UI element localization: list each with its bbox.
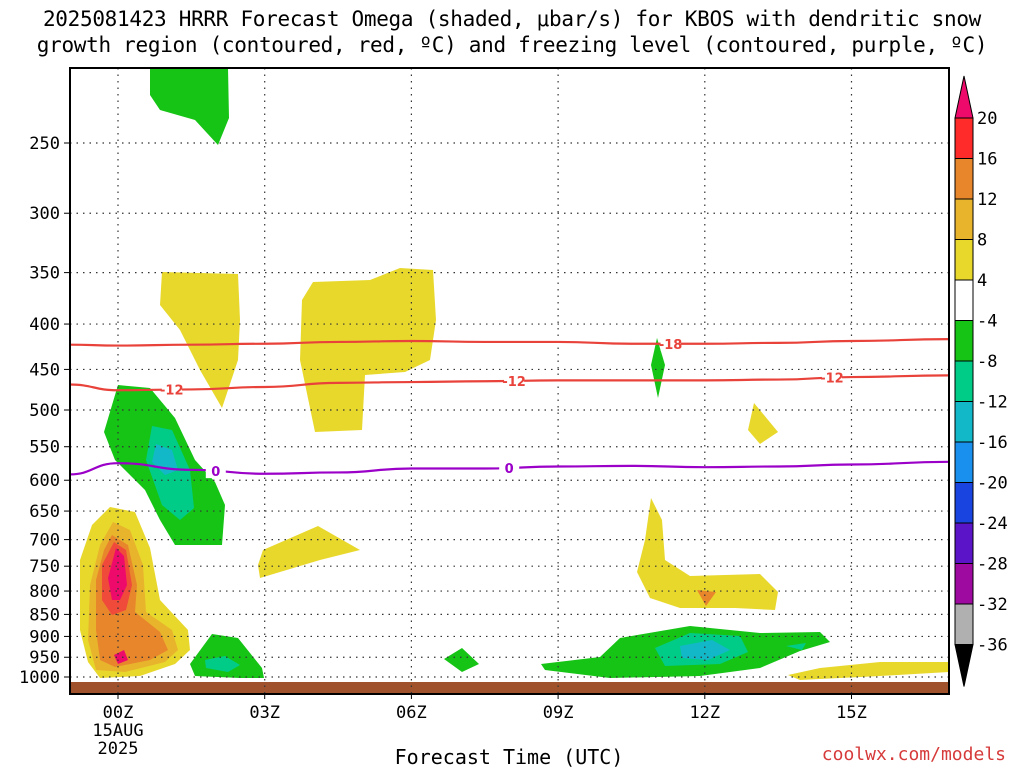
- y-tick-label: 950: [29, 648, 60, 668]
- colorbar: 20 16 12 8 4 -4 -8 -12 -16 -20 -24 -28 -32 -36: [954, 75, 1008, 687]
- omega-region-pink-low: [108, 548, 127, 600]
- omega-region-green-07z: [444, 648, 479, 672]
- contour-label-bg: [660, 336, 681, 351]
- colorbar-band: [954, 482, 974, 524]
- omega-region-yellow-400-left: [160, 272, 240, 408]
- x-axis-title: Forecast Time (UTC): [395, 745, 624, 768]
- colorbar-arrow-top: [954, 75, 974, 119]
- colorbar-label: 16: [977, 150, 997, 170]
- colorbar-band: [954, 198, 974, 240]
- contour-label: 0: [505, 462, 514, 477]
- colorbar-label: 20: [977, 109, 997, 129]
- contour-label: -12: [820, 372, 844, 387]
- omega-region-yellow-13z: [748, 403, 778, 444]
- chart-title: 2025081423 HRRR Forecast Omega (shaded, …: [0, 6, 1024, 58]
- omega-region-teal-950: [205, 656, 240, 672]
- omega-region-yellow-400-mid: [300, 268, 436, 432]
- omega-region-yellow-sfc-right: [788, 662, 949, 680]
- omega-region-cyan-right: [680, 640, 730, 660]
- contour-label-bg: [499, 460, 520, 475]
- x-tick-label: 09Z: [543, 703, 574, 723]
- y-axis: 2503003504004505005506006507007508008509…: [19, 134, 70, 688]
- chart-title-line2: growth region (contoured, red, ºC) and f…: [36, 33, 988, 57]
- x-date-label: 2025: [98, 739, 139, 759]
- colorbar-band: [954, 360, 974, 402]
- colorbar-label: -8: [977, 352, 997, 372]
- colorbar-band: [954, 320, 974, 362]
- colorbar-band: [954, 441, 974, 483]
- colorbar-label: 8: [977, 231, 987, 251]
- colorbar-band: [954, 279, 974, 321]
- omega-region-green-11z: [651, 338, 665, 398]
- chart-title-line1: 2025081423 HRRR Forecast Omega (shaded, …: [42, 7, 982, 31]
- x-tick-label: 00Z: [103, 703, 134, 723]
- colorbar-band: [954, 239, 974, 281]
- site-credit: coolwx.com/models: [821, 744, 1006, 765]
- x-tick-label: 12Z: [689, 703, 720, 723]
- omega-region-teal-small-right: [786, 643, 806, 650]
- contour-label-bg: [504, 373, 525, 388]
- y-tick-label: 900: [29, 627, 60, 647]
- y-tick-label: 400: [29, 315, 60, 335]
- colorbar-band: [954, 522, 974, 564]
- contour-label: -12: [502, 375, 526, 390]
- surface-band: [70, 682, 949, 694]
- y-tick-label: 700: [29, 531, 60, 551]
- contour-line: [70, 374, 949, 392]
- contour-label-bg: [205, 464, 226, 479]
- omega-region-yellow-12z: [637, 498, 778, 610]
- colorbar-label: -12: [977, 393, 1008, 413]
- y-tick-label: 750: [29, 557, 60, 577]
- y-tick-label: 1000: [19, 668, 60, 688]
- colorbar-band: [954, 401, 974, 443]
- y-tick-label: 600: [29, 471, 60, 491]
- colorbar-label: -20: [977, 474, 1008, 494]
- x-tick-label: 03Z: [249, 703, 280, 723]
- omega-region-upper-green: [150, 68, 229, 145]
- colorbar-label: 4: [977, 271, 987, 291]
- colorbar-band: [954, 563, 974, 605]
- x-tick-label: 06Z: [396, 703, 427, 723]
- colorbar-band: [954, 158, 974, 200]
- y-tick-label: 850: [29, 605, 60, 625]
- y-tick-label: 650: [29, 502, 60, 522]
- contour-line: [70, 460, 949, 476]
- plot-frame: [69, 67, 950, 695]
- y-tick-label: 800: [29, 582, 60, 602]
- colorbar-label: -32: [977, 595, 1008, 615]
- contour-label: -12: [160, 384, 184, 399]
- x-date-label: 15AUG: [92, 721, 143, 741]
- colorbar-label: -36: [977, 636, 1008, 656]
- y-tick-label: 250: [29, 134, 60, 154]
- y-tick-label: 500: [29, 401, 60, 421]
- contour-label: 0: [211, 465, 220, 480]
- omega-region-orange-12z: [697, 590, 716, 606]
- colorbar-label: -16: [977, 433, 1008, 453]
- contour-label: -18: [659, 338, 683, 353]
- omega-region-yellow-750: [258, 526, 360, 578]
- colorbar-arrow-bottom: [954, 644, 974, 687]
- contour-label-bg: [161, 382, 182, 397]
- colorbar-band: [954, 603, 974, 645]
- y-tick-label: 350: [29, 264, 60, 284]
- y-tick-label: 550: [29, 438, 60, 458]
- colorbar-label: -24: [977, 514, 1008, 534]
- colorbar-label: 12: [977, 190, 997, 210]
- contour-label-bg: [821, 370, 842, 385]
- colorbar-label: -28: [977, 555, 1008, 575]
- omega-shading: [80, 68, 949, 680]
- y-tick-label: 300: [29, 204, 60, 224]
- contours: -18 -12 -12 -12 0 0: [70, 336, 949, 480]
- colorbar-label: -4: [977, 312, 997, 332]
- x-tick-label: 15Z: [836, 703, 867, 723]
- y-tick-label: 450: [29, 360, 60, 380]
- contour-line: [70, 338, 949, 347]
- colorbar-band: [954, 117, 974, 159]
